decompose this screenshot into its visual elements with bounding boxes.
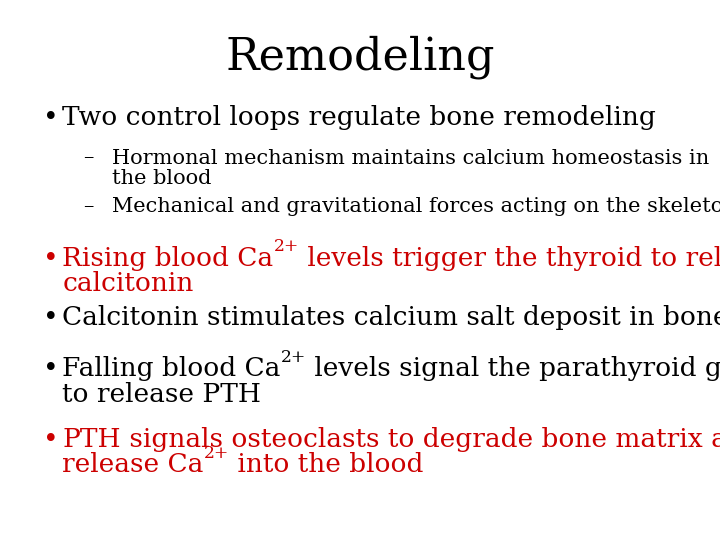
Text: –: – xyxy=(83,148,93,167)
Text: to release PTH: to release PTH xyxy=(63,382,261,407)
Text: signals osteoclasts to degrade bone matrix and: signals osteoclasts to degrade bone matr… xyxy=(121,427,720,451)
Text: •: • xyxy=(43,427,59,451)
Text: 2+: 2+ xyxy=(281,349,306,366)
Text: the blood: the blood xyxy=(112,168,211,188)
Text: •: • xyxy=(43,305,59,330)
Text: levels trigger the thyroid to release: levels trigger the thyroid to release xyxy=(299,246,720,271)
Text: Hormonal mechanism maintains calcium homeostasis in: Hormonal mechanism maintains calcium hom… xyxy=(112,148,709,167)
Text: levels signal the parathyroid glands: levels signal the parathyroid glands xyxy=(306,356,720,381)
Text: Mechanical and gravitational forces acting on the skeleton: Mechanical and gravitational forces acti… xyxy=(112,197,720,216)
Text: release Ca: release Ca xyxy=(63,453,204,477)
Text: Calcitonin stimulates calcium salt deposit in bone: Calcitonin stimulates calcium salt depos… xyxy=(63,305,720,330)
Text: Falling blood Ca: Falling blood Ca xyxy=(63,356,281,381)
Text: –: – xyxy=(83,197,93,216)
Text: 2+: 2+ xyxy=(204,445,229,462)
Text: •: • xyxy=(43,246,59,271)
Text: •: • xyxy=(43,105,59,130)
Text: Rising blood Ca: Rising blood Ca xyxy=(63,246,274,271)
Text: calcitonin: calcitonin xyxy=(63,271,194,296)
Text: Two control loops regulate bone remodeling: Two control loops regulate bone remodeli… xyxy=(63,105,657,130)
Text: 2+: 2+ xyxy=(274,239,299,255)
Text: into the blood: into the blood xyxy=(229,453,423,477)
Text: Remodeling: Remodeling xyxy=(225,35,495,79)
Text: PTH: PTH xyxy=(63,427,121,451)
Text: •: • xyxy=(43,356,59,381)
